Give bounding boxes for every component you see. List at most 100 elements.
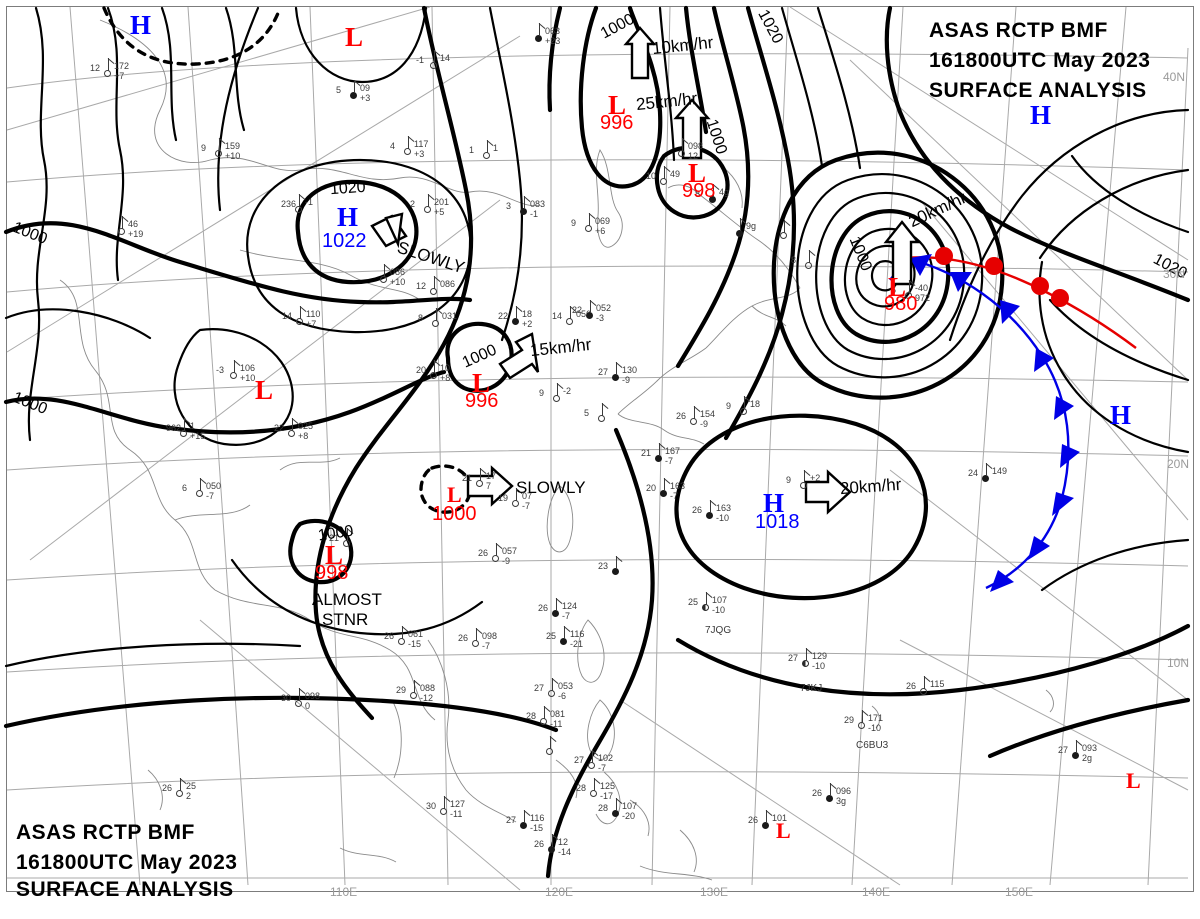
station-temperature: 5 bbox=[584, 408, 590, 418]
low-value-l-998a: 998 bbox=[682, 180, 716, 202]
station-symbol bbox=[410, 692, 417, 699]
station-symbol bbox=[215, 150, 222, 157]
station-pressure: 18 bbox=[750, 399, 761, 409]
station-temperature: 20 bbox=[646, 483, 657, 493]
longitude-tick-label: 130E bbox=[700, 885, 729, 899]
wind-barb bbox=[539, 23, 540, 36]
station-pressure: 12 bbox=[558, 837, 569, 847]
station-pressure: 116 bbox=[570, 629, 585, 639]
station-temperature: 6 bbox=[891, 285, 897, 295]
wind-barb bbox=[664, 166, 665, 179]
station-dewpoint-or-tendency: -6 bbox=[558, 691, 567, 701]
station-dewpoint-or-tendency: +8 bbox=[440, 373, 451, 383]
station-temperature: 28 bbox=[526, 711, 537, 721]
station-pressure: 172 bbox=[114, 61, 130, 71]
station-symbol bbox=[800, 482, 807, 489]
wind-barb bbox=[659, 443, 660, 456]
station-temperature: 22 bbox=[572, 305, 583, 315]
station-pressure: 163 bbox=[670, 481, 686, 491]
station-dewpoint-or-tendency: -11 bbox=[450, 809, 463, 819]
motion-arrow-h1022 bbox=[370, 212, 408, 249]
low-center-l-996a: L bbox=[608, 90, 627, 120]
motion-label: ALMOST bbox=[312, 590, 382, 609]
wind-barb bbox=[434, 276, 435, 289]
station-temperature: 28 bbox=[598, 803, 609, 813]
low-center-l-south: L bbox=[776, 818, 791, 843]
station-pressure: 46 bbox=[128, 219, 139, 229]
wind-barb bbox=[292, 418, 293, 431]
station-pressure: 031 bbox=[442, 311, 458, 321]
station-pressure: 057 bbox=[502, 546, 518, 556]
station-dewpoint-or-tendency: 7 bbox=[486, 481, 492, 491]
low-center-l-998b: L bbox=[325, 540, 344, 570]
station-symbol bbox=[706, 512, 713, 519]
wind-barb bbox=[592, 750, 593, 763]
wind-barb bbox=[570, 306, 571, 319]
station-pressure: 167 bbox=[665, 446, 681, 456]
wind-barb bbox=[384, 264, 385, 277]
station-dewpoint-or-tendency: -9 bbox=[502, 556, 511, 566]
station-temperature: 26 bbox=[162, 783, 173, 793]
station-dewpoint-or-tendency: -10 bbox=[716, 513, 730, 523]
station-temperature: 14 bbox=[552, 311, 563, 321]
station-symbol bbox=[520, 208, 527, 215]
station-pressure: 106 bbox=[240, 363, 256, 373]
station-pressure: 081 bbox=[550, 709, 566, 719]
title-bottom-line-2: 161800UTC May 2023 bbox=[16, 851, 238, 874]
station-pressure: 053 bbox=[558, 681, 574, 691]
station-symbol bbox=[424, 206, 431, 213]
longitude-tick-label: 120E bbox=[545, 885, 574, 899]
wind-barb bbox=[694, 406, 695, 419]
station-dewpoint-or-tendency: +7 bbox=[114, 71, 125, 81]
station-pressure: 10 bbox=[440, 363, 451, 373]
station-temperature: 14 bbox=[282, 311, 293, 321]
station-temperature: 21 bbox=[641, 448, 652, 458]
wind-barb bbox=[862, 710, 863, 723]
station-symbol bbox=[180, 430, 187, 437]
wind-barb bbox=[480, 468, 481, 481]
station-symbol bbox=[512, 318, 519, 325]
station-pressure: 061 bbox=[408, 629, 424, 639]
station-symbol bbox=[598, 415, 605, 422]
station-dewpoint-or-tendency: -7 bbox=[562, 611, 571, 621]
high-center-h-topleft: H bbox=[130, 10, 152, 40]
station-temperature: 9 bbox=[201, 143, 207, 153]
station-pressure: 117 bbox=[414, 139, 429, 149]
station-dewpoint-or-tendency: -15 bbox=[408, 639, 422, 649]
station-symbol bbox=[590, 790, 597, 797]
station-symbol bbox=[350, 92, 357, 99]
title-bottom-line-3: SURFACE ANALYSIS bbox=[16, 878, 234, 901]
station-temperature: 8 bbox=[418, 313, 424, 323]
station-temperature: 28 bbox=[576, 783, 587, 793]
station-symbol bbox=[690, 418, 697, 425]
station-symbol bbox=[612, 374, 619, 381]
low-value-l-1000: 1000 bbox=[432, 503, 477, 525]
station-symbol bbox=[430, 62, 437, 69]
station-dewpoint-or-tendency: -3 bbox=[596, 313, 605, 323]
latitude-tick-label: 40N bbox=[1163, 70, 1186, 84]
wind-barb bbox=[710, 500, 711, 513]
station-temperature: 27 bbox=[788, 653, 799, 663]
station-temperature: 29 bbox=[844, 715, 855, 725]
station-pressure: 086 bbox=[440, 279, 456, 289]
motion-arrow-l1000 bbox=[466, 465, 514, 507]
station-dewpoint-or-tendency: -20 bbox=[622, 811, 636, 821]
station-pressure: 110 bbox=[306, 309, 321, 319]
station-dewpoint-or-tendency: -17 bbox=[600, 791, 614, 801]
wind-barb bbox=[682, 138, 683, 151]
station-dewpoint-or-tendency: -9 bbox=[622, 375, 631, 385]
wind-barb bbox=[552, 834, 553, 847]
wind-barb bbox=[830, 783, 831, 796]
station-temperature: 236 bbox=[281, 199, 297, 209]
motion-arrow-l996a bbox=[623, 26, 657, 80]
station-pressure: 17 bbox=[486, 471, 497, 481]
station-pressure: -40 bbox=[915, 283, 929, 293]
station-symbol bbox=[826, 795, 833, 802]
station-temperature: 6 bbox=[182, 483, 188, 493]
motion-label: 20km/hr bbox=[839, 474, 902, 499]
station-symbol bbox=[553, 395, 560, 402]
station-dewpoint-or-tendency: +23 bbox=[545, 36, 561, 46]
station-symbol bbox=[176, 790, 183, 797]
station-dewpoint-or-tendency: +6 bbox=[595, 226, 606, 236]
